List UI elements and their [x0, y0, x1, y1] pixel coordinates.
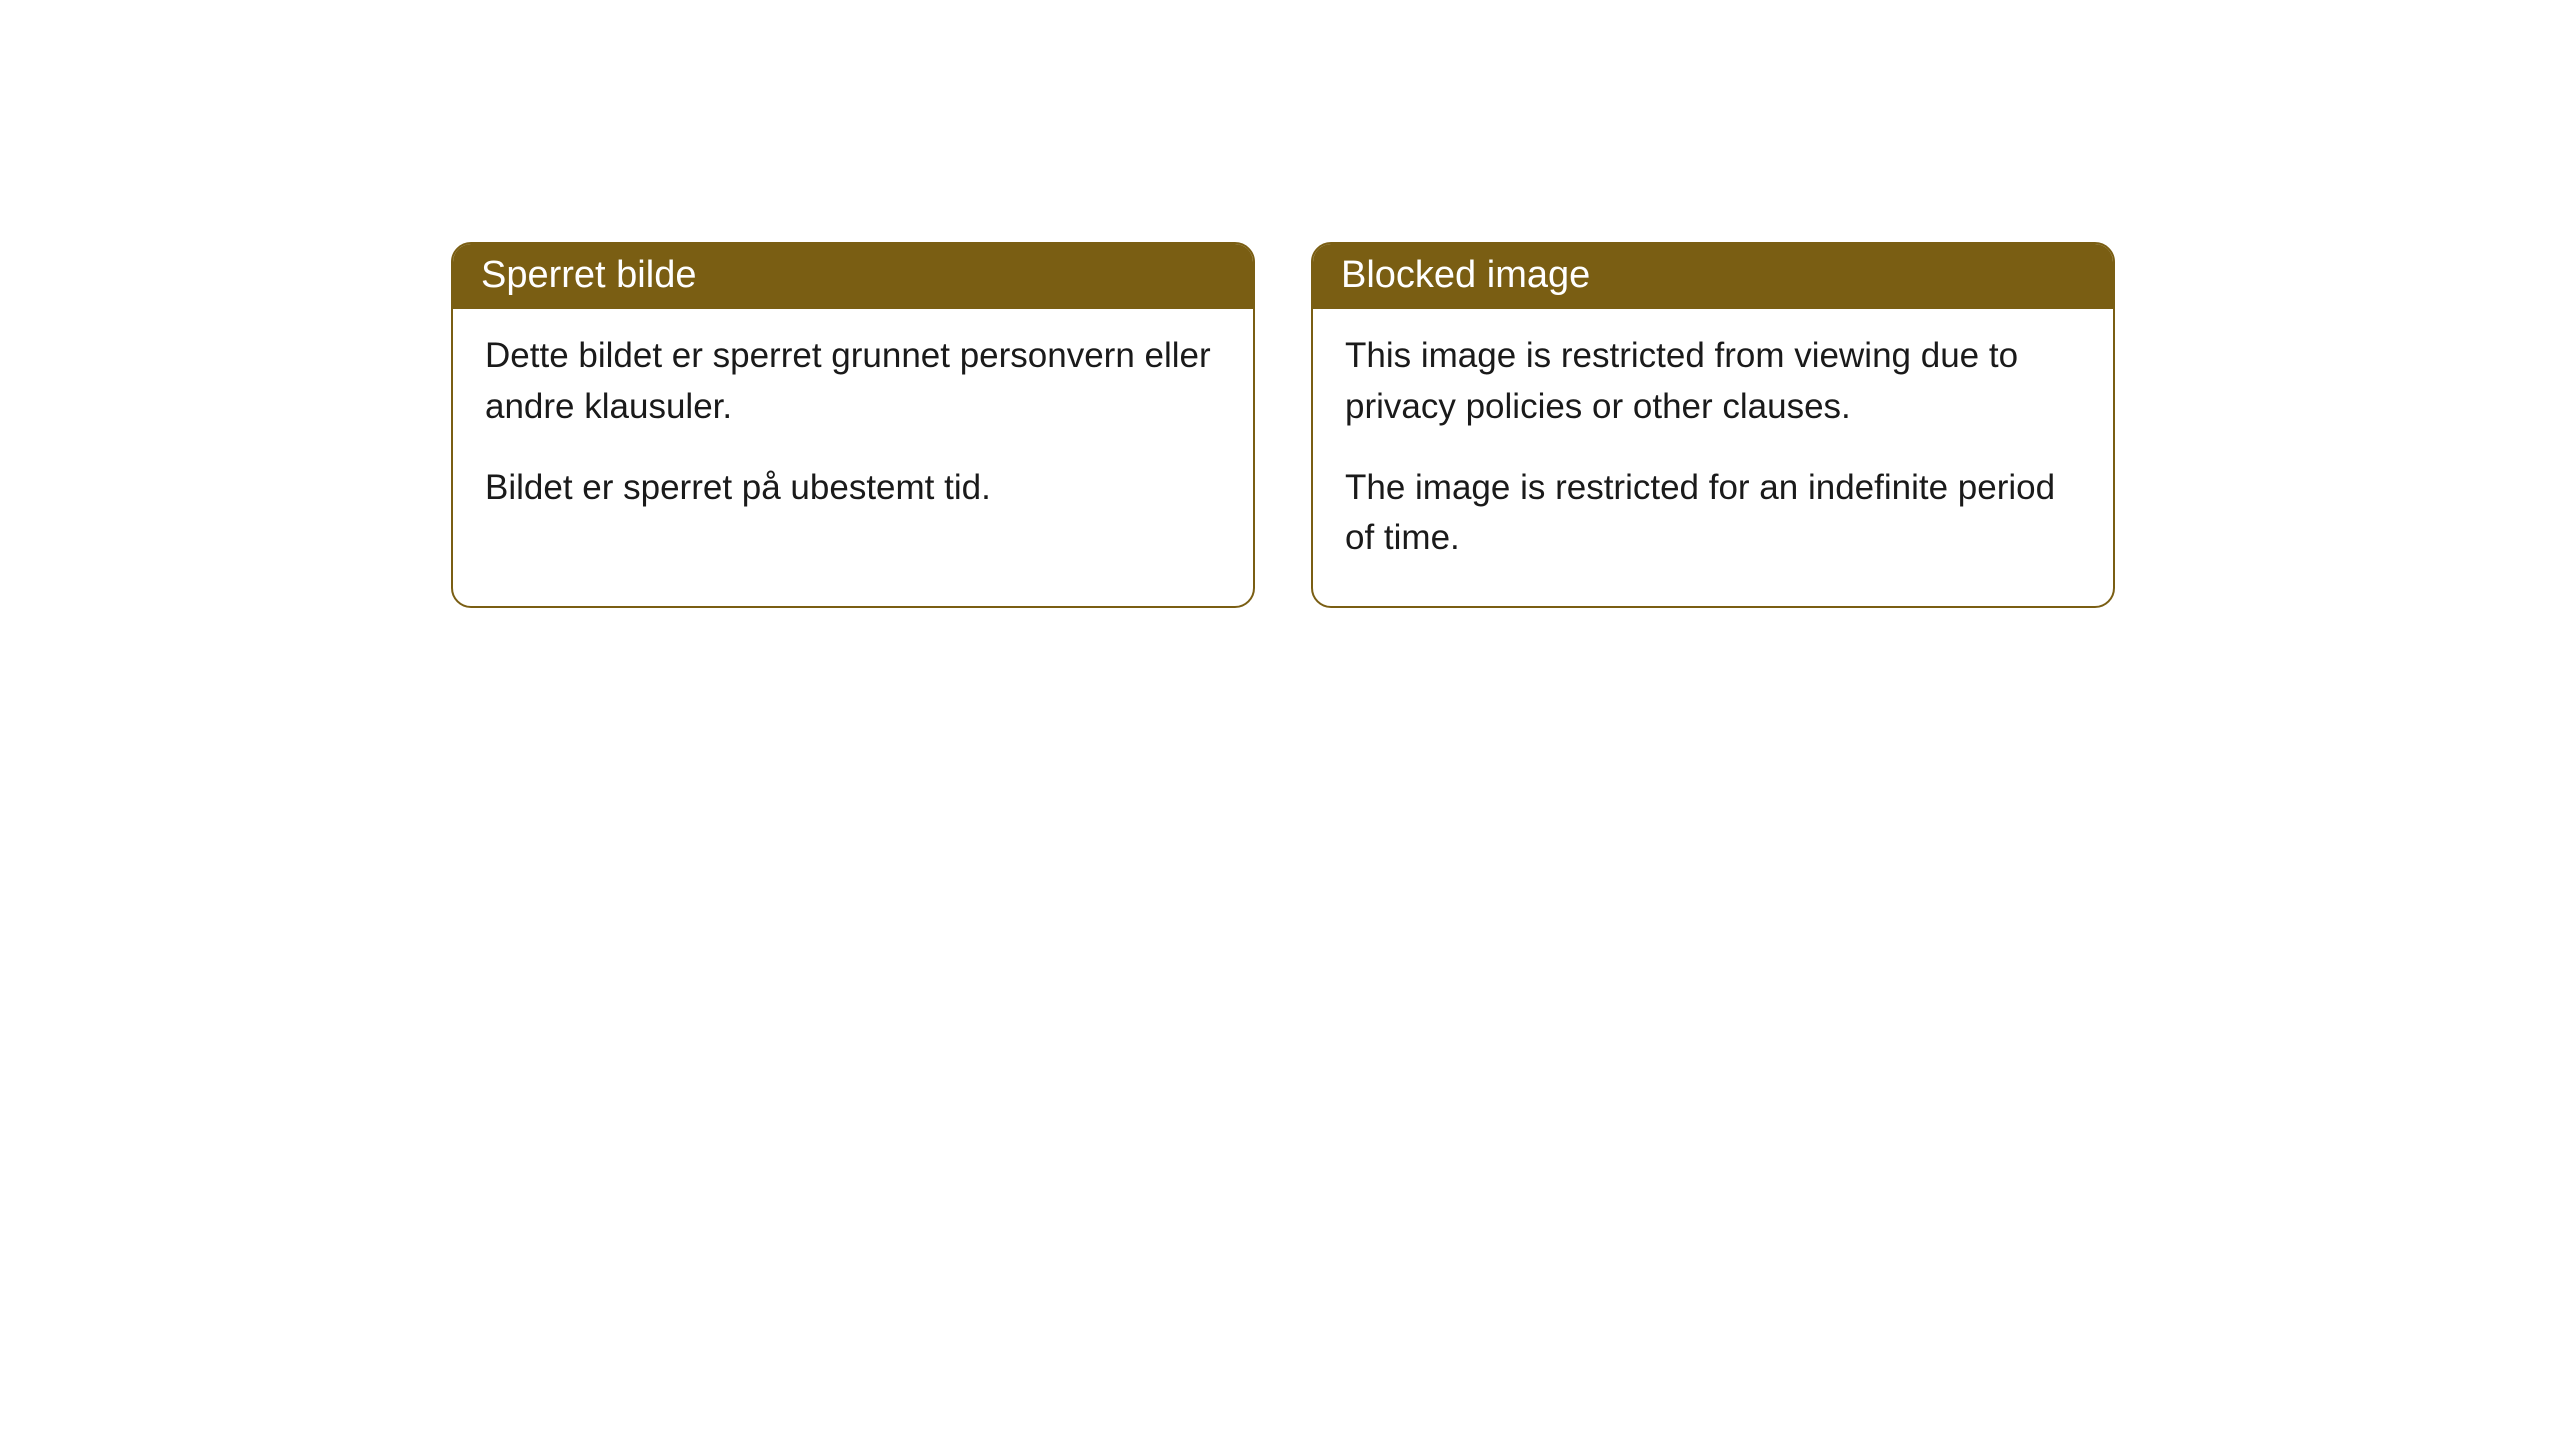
card-header: Blocked image	[1313, 244, 2113, 309]
card-body: This image is restricted from viewing du…	[1313, 309, 2113, 606]
card-paragraph-1: Dette bildet er sperret grunnet personve…	[485, 331, 1221, 433]
card-header: Sperret bilde	[453, 244, 1253, 309]
blocked-image-card-english: Blocked image This image is restricted f…	[1311, 242, 2115, 608]
card-paragraph-2: Bildet er sperret på ubestemt tid.	[485, 463, 1221, 514]
card-paragraph-2: The image is restricted for an indefinit…	[1345, 463, 2081, 565]
card-title: Sperret bilde	[481, 254, 696, 296]
notice-cards-container: Sperret bilde Dette bildet er sperret gr…	[0, 0, 2560, 608]
card-body: Dette bildet er sperret grunnet personve…	[453, 309, 1253, 555]
blocked-image-card-norwegian: Sperret bilde Dette bildet er sperret gr…	[451, 242, 1255, 608]
card-title: Blocked image	[1341, 254, 1590, 296]
card-paragraph-1: This image is restricted from viewing du…	[1345, 331, 2081, 433]
